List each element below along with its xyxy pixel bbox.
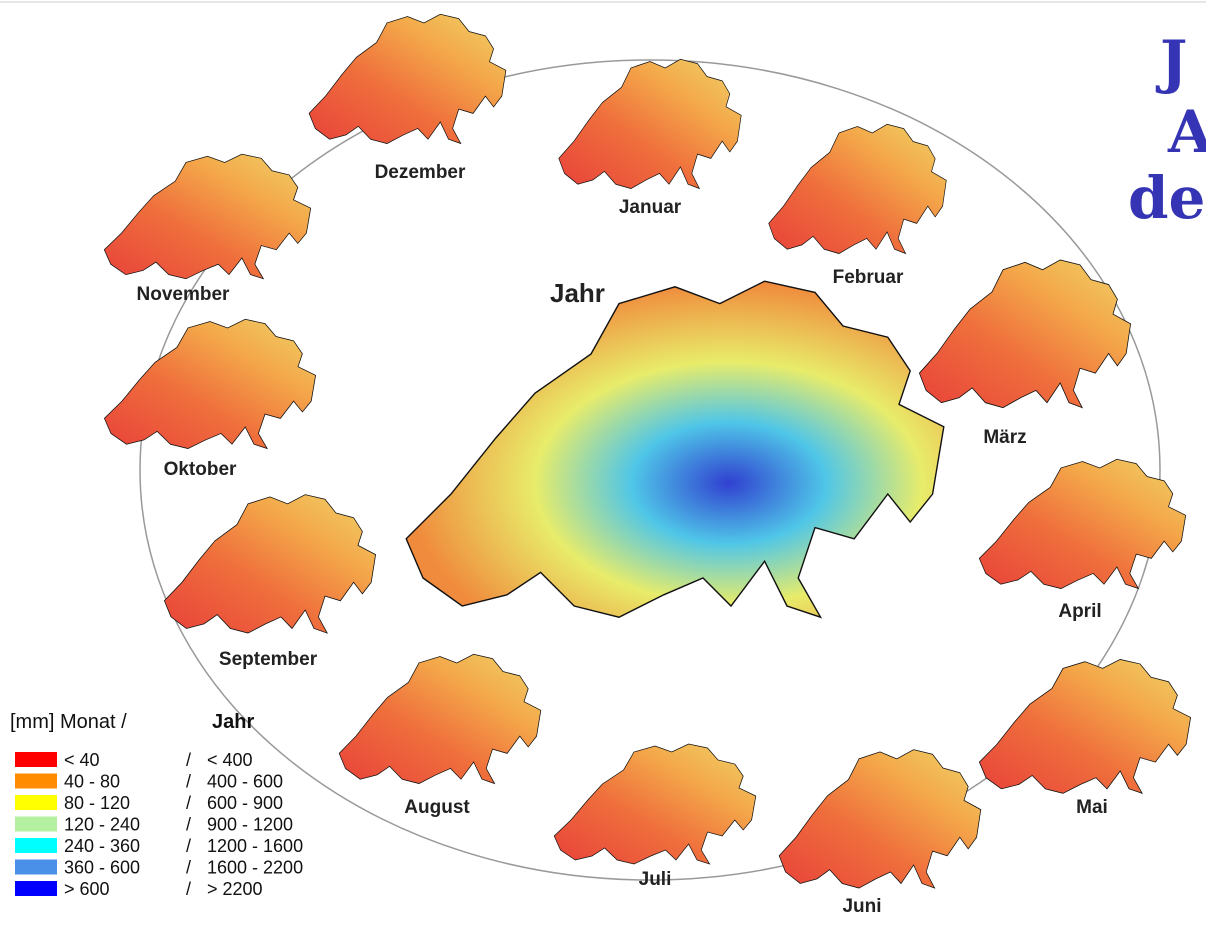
month-label: Dezember <box>375 162 466 183</box>
title-line: A <box>1167 98 1206 166</box>
month-label: August <box>404 797 470 818</box>
legend-separator: / <box>186 836 191 856</box>
month-label: April <box>1058 601 1101 622</box>
legend-month-range: > 600 <box>64 879 110 899</box>
legend-swatch <box>15 881 57 896</box>
legend-year-range: 600 - 900 <box>207 793 283 813</box>
month-label: November <box>137 284 231 305</box>
legend-swatch <box>15 773 57 789</box>
legend-year-range: 1600 - 2200 <box>207 858 303 878</box>
legend-month-range: 40 - 80 <box>64 772 120 792</box>
legend-swatch <box>15 838 57 853</box>
legend-title: [mm] Monat / <box>10 711 127 733</box>
legend-month-range: 360 - 600 <box>64 858 140 878</box>
title-line: J <box>1155 28 1187 96</box>
legend-year-range: 900 - 1200 <box>207 815 293 835</box>
month-label: Oktober <box>164 459 237 480</box>
month-label: März <box>983 427 1026 448</box>
legend-month-range: < 40 <box>64 750 100 770</box>
legend-separator: / <box>186 772 191 792</box>
legend-year-range: 1200 - 1600 <box>207 836 303 856</box>
legend-month-range: 240 - 360 <box>64 836 140 856</box>
legend-separator: / <box>186 858 191 878</box>
month-label: Januar <box>619 197 682 218</box>
legend-swatch <box>15 816 57 832</box>
legend-separator: / <box>186 793 191 813</box>
month-label: Juli <box>639 869 672 890</box>
legend-year-range: 400 - 600 <box>207 772 283 792</box>
legend-month-range: 120 - 240 <box>64 815 140 835</box>
annual-map-label: Jahr <box>550 278 605 308</box>
cycle-line <box>139 59 1161 881</box>
month-label: Juni <box>842 896 881 917</box>
month-label: Februar <box>833 267 904 288</box>
legend-separator: / <box>186 879 191 899</box>
legend-swatch <box>15 859 57 875</box>
legend-year-range: > 2200 <box>207 879 263 899</box>
legend-separator: / <box>186 750 191 770</box>
title-line: de <box>1128 164 1205 232</box>
legend-separator: / <box>186 815 191 835</box>
month-label: September <box>219 649 318 670</box>
legend-swatch <box>15 752 57 767</box>
legend-month-range: 80 - 120 <box>64 793 130 813</box>
legend-year-range: < 400 <box>207 750 253 770</box>
month-label: Mai <box>1076 797 1108 818</box>
legend-annual-heading: Jahr <box>212 711 254 733</box>
legend-swatch <box>15 795 57 810</box>
